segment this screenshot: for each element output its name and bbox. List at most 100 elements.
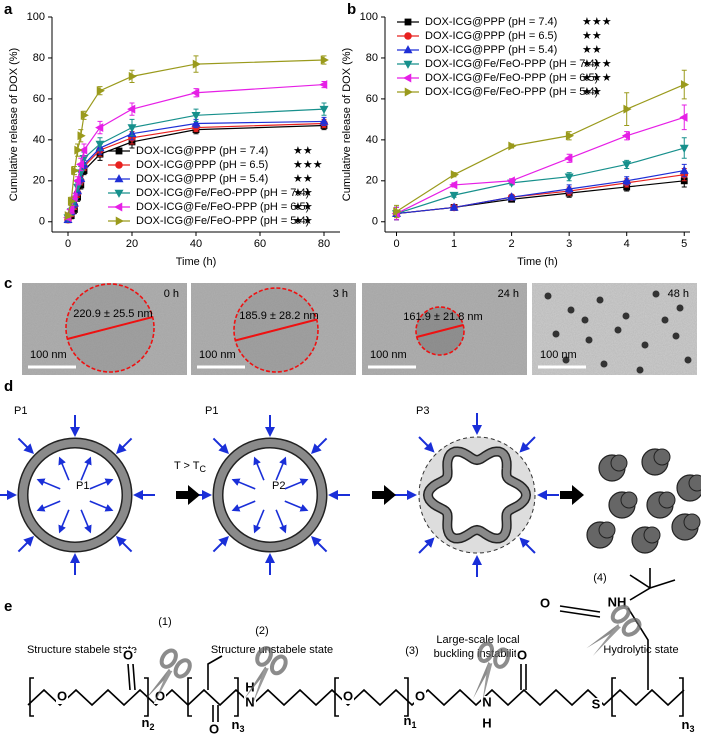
marker bbox=[449, 180, 458, 190]
legend-label: DOX-ICG@Fe/FeO-PPP (pH = 7.4) bbox=[425, 58, 598, 70]
cleavage-site: (3) bbox=[405, 645, 418, 657]
panel-letter: c bbox=[4, 275, 12, 292]
marker bbox=[320, 55, 329, 65]
legend-significance: ★★ bbox=[293, 215, 313, 227]
legend-label: DOX-ICG@PPP (pH = 5.4) bbox=[136, 173, 268, 185]
x-tick-label: 20 bbox=[126, 238, 138, 250]
vesicle-ring-inner bbox=[19, 439, 131, 551]
pressure-arrow bbox=[212, 437, 229, 454]
legend-label: DOX-ICG@PPP (pH = 5.4) bbox=[425, 44, 557, 56]
panel-letter: a bbox=[4, 1, 13, 18]
marker bbox=[679, 165, 689, 174]
fragment-lobe bbox=[658, 491, 676, 509]
diameter-line bbox=[235, 318, 317, 342]
aggregate bbox=[652, 290, 660, 298]
legend-marker bbox=[115, 216, 124, 226]
sub-label: n2 bbox=[142, 715, 155, 732]
bracket bbox=[404, 677, 409, 717]
y-tick-label: 0 bbox=[372, 216, 378, 228]
series-line bbox=[396, 84, 685, 213]
marker bbox=[75, 159, 85, 169]
inner-arrow bbox=[36, 500, 61, 512]
pressure-label: P3 bbox=[416, 405, 429, 417]
sub-label: O bbox=[415, 688, 425, 703]
label-base: n bbox=[142, 715, 150, 730]
x-tick-label: 2 bbox=[509, 238, 515, 250]
legend-label: DOX-ICG@Fe/FeO-PPP (pH = 5.4) bbox=[136, 215, 309, 227]
marker bbox=[564, 153, 573, 163]
legend-label: DOX-ICG@Fe/FeO-PPP (pH = 5.4) bbox=[425, 86, 598, 98]
label-base: n bbox=[404, 713, 412, 728]
marker bbox=[508, 141, 517, 151]
marker bbox=[449, 202, 459, 211]
vesicle-ring-inner bbox=[214, 439, 326, 551]
atom-gap bbox=[516, 649, 528, 663]
legend-marker bbox=[115, 161, 123, 169]
legend-significance: ★★ bbox=[293, 201, 313, 213]
series-line bbox=[67, 83, 325, 218]
sub-label: O bbox=[123, 647, 133, 662]
inner-arrow bbox=[275, 509, 287, 534]
bond bbox=[629, 568, 676, 601]
aggregate bbox=[614, 326, 622, 334]
legend-significance: ★★ bbox=[582, 86, 602, 98]
marker bbox=[192, 59, 201, 69]
y-tick-label: 60 bbox=[366, 93, 378, 105]
bond bbox=[520, 664, 527, 690]
scissors bbox=[586, 604, 642, 656]
y-tick-label: 40 bbox=[366, 134, 378, 146]
x-tick-label: 0 bbox=[393, 238, 399, 250]
state-caption: Hydrolytic state bbox=[603, 644, 678, 656]
handle bbox=[159, 648, 178, 669]
atom-gap bbox=[244, 681, 256, 695]
buckled-ring-inner bbox=[424, 447, 530, 543]
label-base: T > T bbox=[174, 460, 200, 472]
step-arrow bbox=[372, 485, 396, 505]
marker bbox=[96, 86, 105, 96]
aggregate bbox=[585, 336, 593, 344]
inner-arrow bbox=[80, 509, 92, 534]
pressure-arrow bbox=[519, 436, 536, 453]
scale-label: 100 nm bbox=[199, 349, 236, 361]
legend-marker bbox=[114, 202, 123, 212]
bond bbox=[207, 655, 223, 690]
pressure-arrow bbox=[116, 437, 133, 454]
panel-letter: b bbox=[347, 1, 356, 18]
atom-gap bbox=[244, 696, 256, 710]
time-label: 24 h bbox=[498, 288, 519, 300]
y-tick-label: 20 bbox=[366, 175, 378, 187]
bracket bbox=[234, 677, 239, 717]
marker bbox=[319, 105, 329, 115]
fragment-lobe bbox=[653, 448, 671, 466]
legend-label: DOX-ICG@PPP (pH = 7.4) bbox=[136, 145, 268, 157]
marker bbox=[319, 80, 328, 90]
atom-gap bbox=[208, 723, 220, 737]
inner-arrow bbox=[80, 456, 92, 481]
x-tick-label: 80 bbox=[318, 238, 330, 250]
x-tick-label: 4 bbox=[624, 238, 630, 250]
sub-label: O bbox=[57, 688, 67, 703]
atom-gap bbox=[122, 649, 134, 663]
x-tick-label: 1 bbox=[451, 238, 457, 250]
state-caption: Structure stabele state bbox=[27, 644, 137, 656]
marker bbox=[66, 204, 75, 214]
label-sub: C bbox=[200, 464, 207, 474]
aggregate bbox=[567, 306, 575, 314]
legend-significance: ★★ bbox=[582, 30, 602, 42]
x-axis-label: Time (h) bbox=[517, 256, 558, 268]
aggregate bbox=[636, 366, 644, 374]
marker bbox=[623, 104, 632, 114]
sub-label: O bbox=[155, 688, 165, 703]
marker bbox=[564, 184, 574, 193]
sub-label: T > TC bbox=[174, 460, 207, 474]
marker bbox=[127, 124, 137, 133]
x-tick-label: 5 bbox=[681, 238, 687, 250]
time-label: 3 h bbox=[333, 288, 348, 300]
legend-label: DOX-ICG@Fe/FeO-PPP (pH = 7.4) bbox=[136, 187, 309, 199]
bracket bbox=[611, 677, 616, 717]
aggregate bbox=[661, 316, 669, 324]
panel-letter: e bbox=[4, 598, 12, 615]
aggregate bbox=[684, 356, 692, 364]
marker bbox=[77, 131, 86, 141]
scale-label: 100 nm bbox=[540, 349, 577, 361]
